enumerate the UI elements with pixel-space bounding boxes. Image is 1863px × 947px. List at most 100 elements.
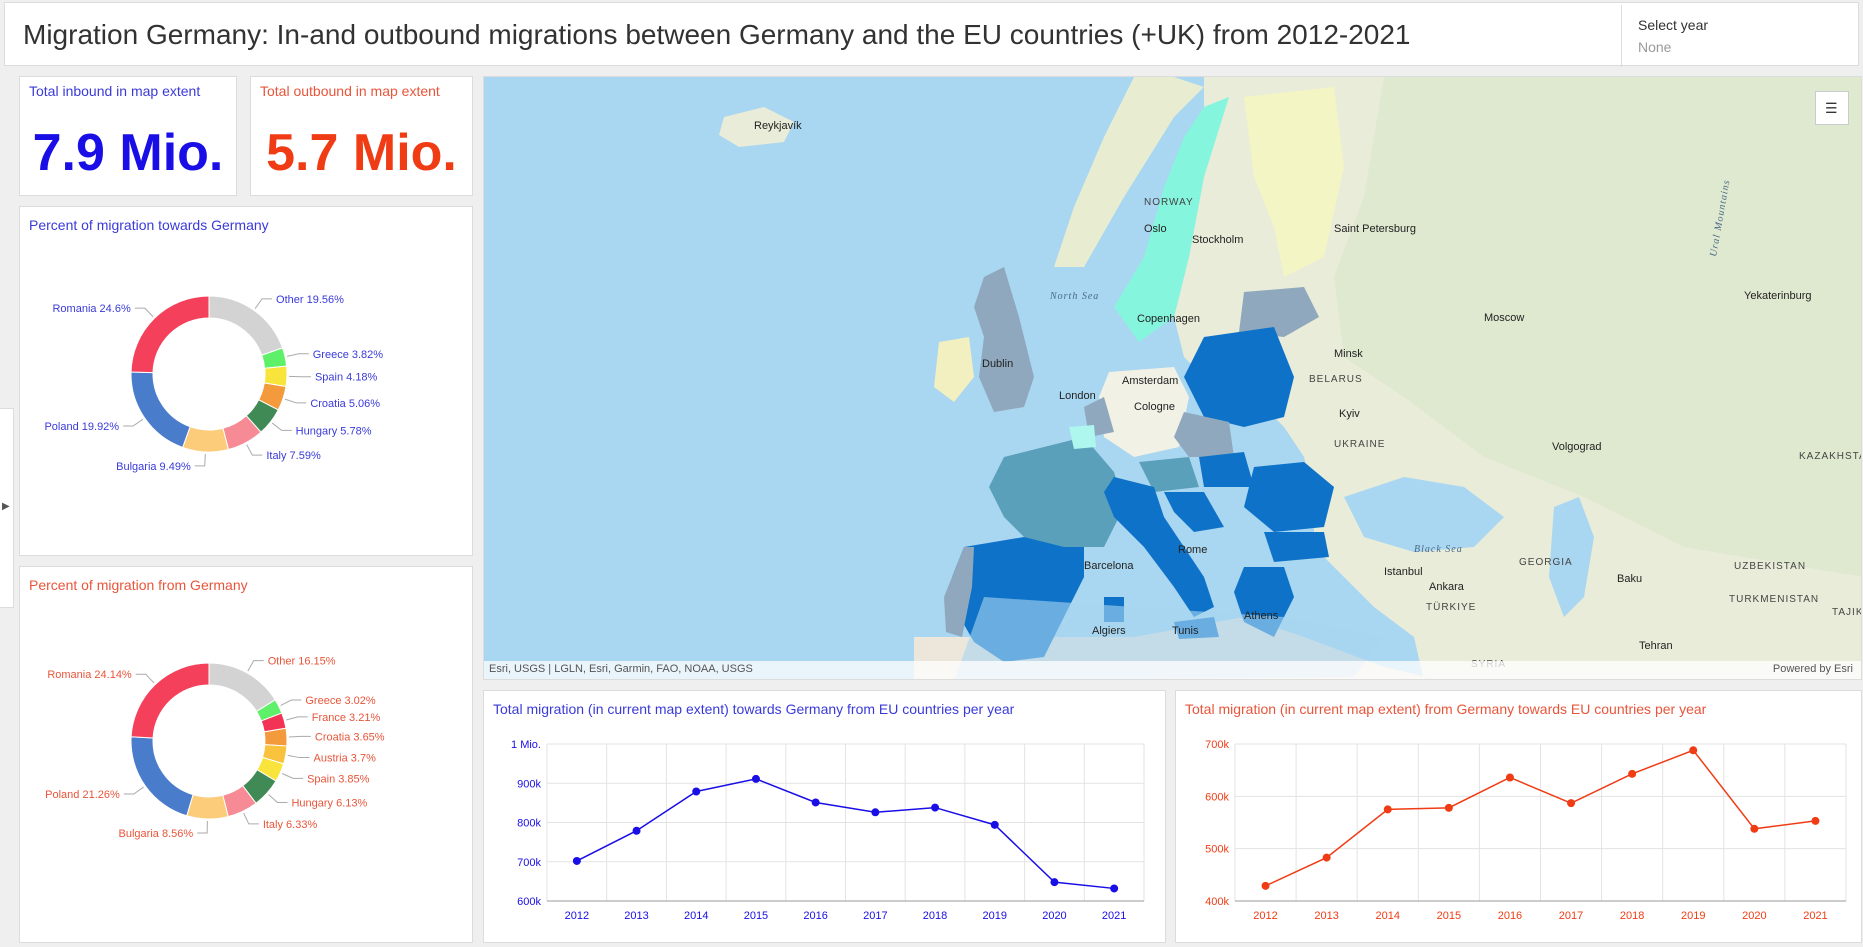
data-point-2018[interactable] bbox=[931, 803, 940, 812]
data-point-2014[interactable] bbox=[1383, 805, 1392, 814]
kpi-outbound-card: Total outbound in map extent 5.7 Mio. bbox=[250, 76, 473, 196]
x-tick-label-2012: 2012 bbox=[565, 910, 589, 922]
powered-by-esri-link[interactable]: Powered by Esri bbox=[1772, 663, 1853, 675]
germany-region bbox=[1099, 367, 1189, 457]
donut-slice-romania[interactable] bbox=[130, 662, 210, 739]
kpi-inbound-card: Total inbound in map extent 7.9 Mio. bbox=[19, 76, 237, 196]
donut-label-greece: Greece 3.02% bbox=[305, 695, 376, 707]
donut-label-poland: Poland 19.92% bbox=[44, 421, 119, 433]
donut-leader-line bbox=[246, 444, 263, 456]
donut-leader-line bbox=[254, 298, 273, 309]
data-point-2014[interactable] bbox=[692, 787, 701, 796]
donut-slice-other[interactable] bbox=[208, 295, 284, 356]
donut-slice-other[interactable] bbox=[208, 662, 276, 713]
x-tick-label-2017: 2017 bbox=[1559, 910, 1583, 922]
data-point-2018[interactable] bbox=[1628, 769, 1637, 778]
donut-slice-poland[interactable] bbox=[130, 736, 194, 817]
map-label-tehran: Tehran bbox=[1639, 640, 1673, 652]
data-point-2021[interactable] bbox=[1110, 884, 1119, 893]
x-tick-label-2019: 2019 bbox=[1681, 910, 1705, 922]
year-selector-value[interactable]: None bbox=[1638, 39, 1672, 55]
map-label-athens: Athens bbox=[1244, 610, 1279, 622]
map-label-istanbul: Istanbul bbox=[1384, 566, 1423, 578]
donut-outbound-chart: Other 16.15% Greece 3.02% France 3.21% Croa… bbox=[45, 656, 385, 840]
data-point-2013[interactable] bbox=[632, 826, 641, 835]
donut-leader-line bbox=[268, 794, 288, 803]
legend-button[interactable]: ☰ bbox=[1815, 91, 1849, 125]
donut-label-france: France 3.21% bbox=[312, 712, 381, 724]
dashboard-header: Migration Germany: In-and outbound migra… bbox=[4, 2, 1859, 67]
data-point-2012[interactable] bbox=[572, 856, 581, 865]
kpi-outbound-title: Total outbound in map extent bbox=[260, 83, 440, 99]
map-label-ukraine: UKRAINE bbox=[1334, 439, 1385, 450]
donut-label-bulgaria: Bulgaria 9.49% bbox=[116, 461, 191, 473]
x-tick-label-2015: 2015 bbox=[744, 910, 768, 922]
bulgaria-region bbox=[1264, 532, 1329, 562]
kpi-inbound-title: Total inbound in map extent bbox=[29, 83, 201, 99]
x-tick-label-2014: 2014 bbox=[1376, 910, 1400, 922]
map-label-amsterdam: Amsterdam bbox=[1122, 375, 1178, 387]
map-label-saint-petersburg: Saint Petersburg bbox=[1334, 223, 1416, 235]
donut-slice-poland[interactable] bbox=[130, 371, 191, 449]
x-tick-label-2021: 2021 bbox=[1102, 910, 1126, 922]
year-selector[interactable]: Select year None bbox=[1621, 5, 1859, 67]
year-selector-label: Select year bbox=[1638, 17, 1709, 33]
donut-slice-croatia[interactable] bbox=[263, 727, 288, 747]
sidebar-toggle[interactable]: ▶ bbox=[0, 408, 14, 608]
data-point-2016[interactable] bbox=[1505, 773, 1514, 782]
data-point-2020[interactable] bbox=[1750, 824, 1759, 833]
map-label-volgograd: Volgograd bbox=[1552, 441, 1602, 453]
data-point-2019[interactable] bbox=[1689, 746, 1698, 755]
map-label-oslo: Oslo bbox=[1144, 223, 1167, 235]
donut-leader-line bbox=[286, 353, 309, 357]
donut-label-hungary: Hungary 6.13% bbox=[291, 797, 367, 809]
map-label-ankara: Ankara bbox=[1429, 581, 1465, 593]
map-canvas[interactable]: Reykjavík NORWAY Oslo Stockholm Saint Peters… bbox=[484, 77, 1862, 680]
data-point-2016[interactable] bbox=[811, 798, 820, 807]
y-tick-label: 800k bbox=[517, 818, 541, 830]
donut-outbound-card: Percent of migration from Germany Other … bbox=[19, 566, 473, 943]
data-point-2017[interactable] bbox=[1567, 799, 1576, 808]
donut-leader-line bbox=[123, 786, 144, 795]
donut-label-poland: Poland 21.26% bbox=[45, 789, 120, 801]
donut-label-romania: Romania 24.14% bbox=[47, 669, 132, 681]
data-point-2020[interactable] bbox=[1050, 878, 1059, 887]
donut-leader-line bbox=[247, 660, 264, 672]
line-chart-outbound-title: Total migration (in current map extent) … bbox=[1185, 701, 1707, 717]
donut-slice-romania[interactable] bbox=[130, 295, 210, 374]
map-label-kyiv: Kyiv bbox=[1339, 408, 1360, 420]
romania-region bbox=[1244, 462, 1334, 532]
map-label-norway: NORWAY bbox=[1144, 197, 1194, 208]
donut-label-greece: Greece 3.82% bbox=[313, 349, 384, 361]
donut-inbound-card: Percent of migration towards Germany Oth… bbox=[19, 206, 473, 556]
map-label-t-rkiye: TÜRKIYE bbox=[1426, 601, 1476, 613]
france-region bbox=[989, 437, 1124, 547]
chevron-right-icon: ▶ bbox=[2, 501, 10, 512]
map-label-barcelona: Barcelona bbox=[1084, 560, 1134, 572]
data-point-2013[interactable] bbox=[1322, 853, 1331, 862]
x-tick-label-2012: 2012 bbox=[1253, 910, 1277, 922]
y-tick-label: 1 Mio. bbox=[511, 739, 541, 751]
line-chart-inbound: 600k 700k 800k 900k 1 Mio. 2012 2013 2014 2015 20… bbox=[511, 739, 1145, 922]
kpi-outbound-value: 5.7 Mio. bbox=[266, 124, 457, 182]
y-tick-label: 700k bbox=[1205, 739, 1229, 751]
data-point-2017[interactable] bbox=[871, 808, 880, 817]
data-point-2012[interactable] bbox=[1261, 881, 1270, 890]
data-point-2019[interactable] bbox=[990, 820, 999, 829]
map-attribution: Esri, USGS | LGLN, Esri, Garmin, FAO, NO… bbox=[484, 661, 1861, 679]
dashboard-title: Migration Germany: In-and outbound migra… bbox=[23, 19, 1411, 50]
map-label-cologne: Cologne bbox=[1134, 401, 1175, 413]
map-label-tunis: Tunis bbox=[1172, 625, 1199, 637]
donut-leader-line bbox=[284, 398, 307, 404]
data-point-2021[interactable] bbox=[1811, 816, 1820, 825]
map-label-algiers: Algiers bbox=[1092, 625, 1126, 637]
data-point-2015[interactable] bbox=[751, 774, 760, 783]
map-view[interactable]: Reykjavík NORWAY Oslo Stockholm Saint Peters… bbox=[483, 76, 1862, 680]
map-label-yekaterinburg: Yekaterinburg bbox=[1744, 290, 1811, 302]
donut-slice-bulgaria[interactable] bbox=[182, 426, 230, 453]
x-tick-label-2015: 2015 bbox=[1437, 910, 1461, 922]
donut-leader-line bbox=[243, 812, 259, 825]
data-point-2015[interactable] bbox=[1444, 803, 1453, 812]
x-tick-label-2016: 2016 bbox=[803, 910, 827, 922]
donut-slice-bulgaria[interactable] bbox=[186, 794, 229, 820]
